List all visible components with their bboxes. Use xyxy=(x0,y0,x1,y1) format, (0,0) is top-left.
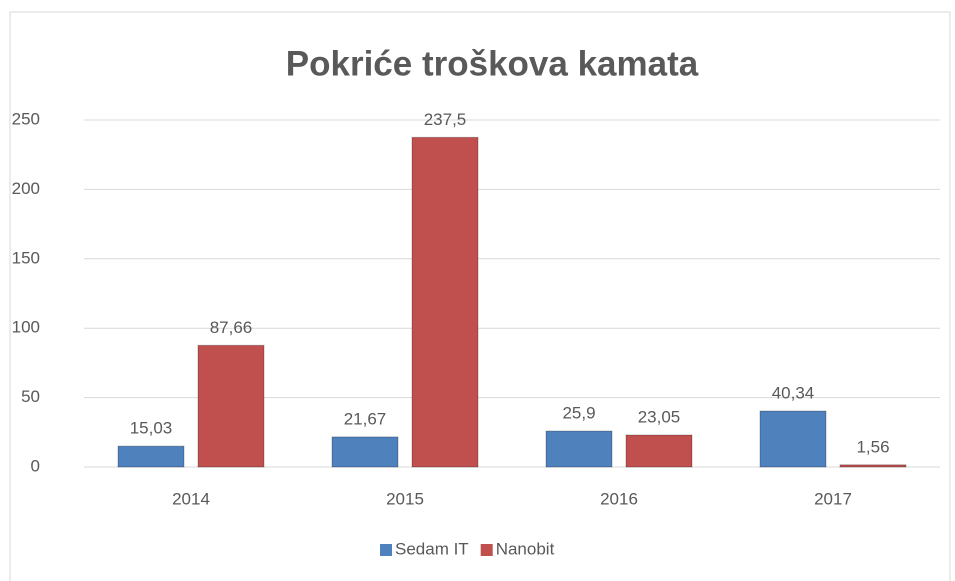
chart-frame xyxy=(9,11,951,581)
data-label: 1,56 xyxy=(856,437,889,456)
bar xyxy=(117,445,185,468)
y-tick-label: 250 xyxy=(12,109,40,128)
bar xyxy=(759,410,827,468)
data-label: 237,5 xyxy=(424,110,467,129)
data-label: 21,67 xyxy=(344,409,387,428)
bar xyxy=(411,136,479,468)
y-tick-label: 100 xyxy=(12,318,40,337)
bar xyxy=(331,436,399,468)
y-tick-label: 150 xyxy=(12,248,40,267)
bar xyxy=(197,344,265,468)
x-tick-label: 2017 xyxy=(814,489,852,508)
data-label: 23,05 xyxy=(638,407,681,426)
bar xyxy=(839,464,907,468)
data-label: 87,66 xyxy=(210,318,253,337)
chart-title: Pokriće troškova kamata xyxy=(286,44,699,83)
legend-label: Nanobit xyxy=(496,539,555,558)
legend-swatch xyxy=(480,544,493,556)
y-tick-label: 50 xyxy=(21,387,40,406)
data-label: 40,34 xyxy=(772,383,815,402)
bar xyxy=(545,430,613,468)
y-tick-label: 0 xyxy=(31,456,40,475)
data-label: 15,03 xyxy=(130,419,173,438)
legend-swatch xyxy=(380,544,392,556)
x-tick-label: 2016 xyxy=(600,489,638,508)
data-label: 25,9 xyxy=(562,404,595,423)
legend-label: Sedam IT xyxy=(395,539,469,558)
x-tick-label: 2015 xyxy=(386,489,424,508)
y-tick-label: 200 xyxy=(12,179,40,198)
x-tick-label: 2014 xyxy=(172,489,210,508)
bar xyxy=(625,434,693,468)
